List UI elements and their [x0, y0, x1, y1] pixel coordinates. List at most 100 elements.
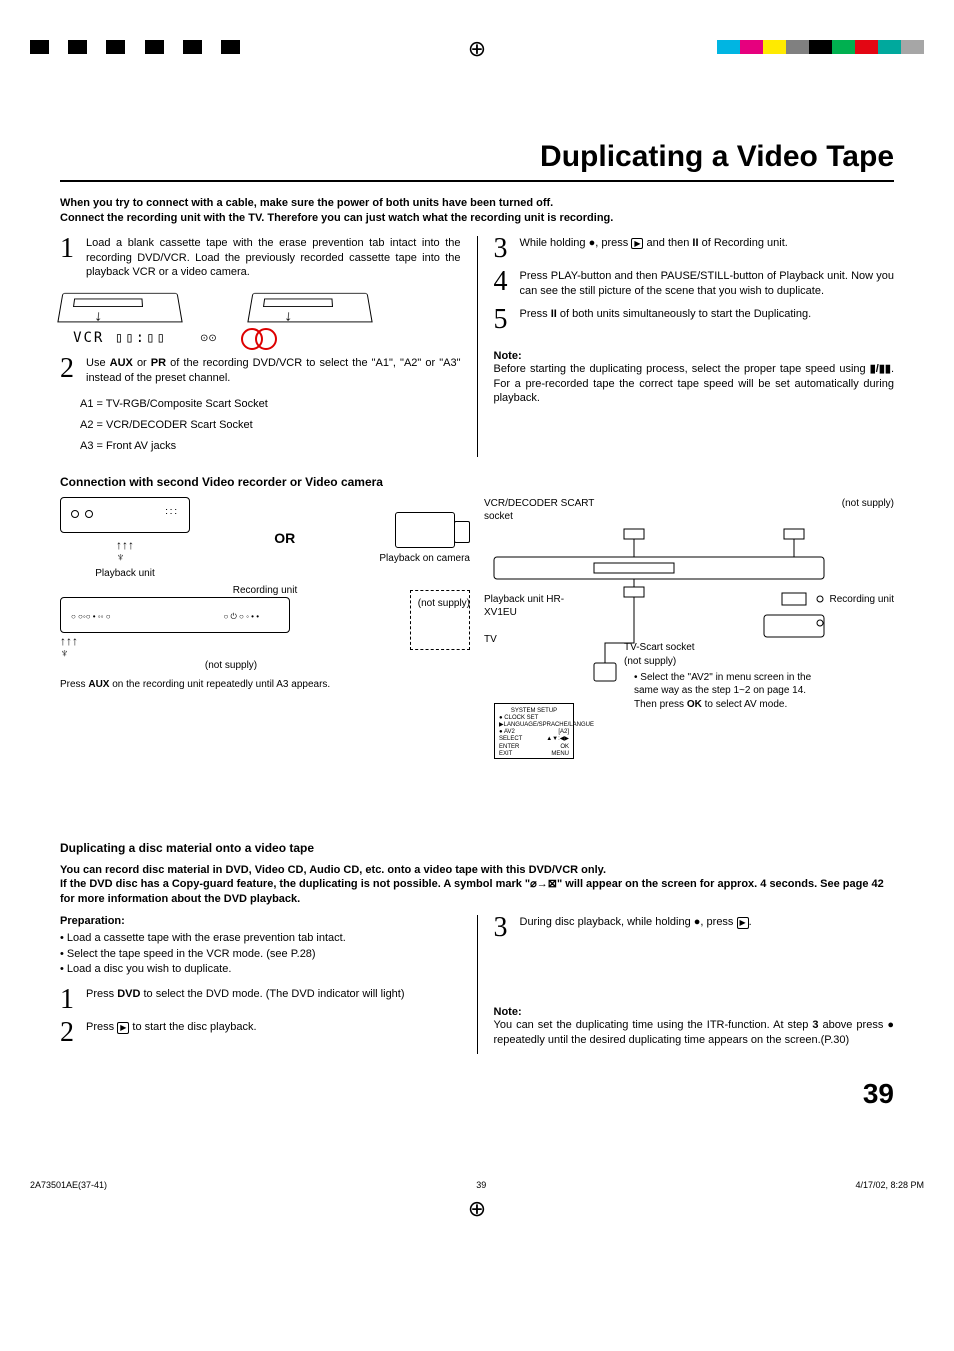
steps-two-column: 1 Load a blank cassette tape with the er…	[60, 236, 894, 457]
note-1-body: Before starting the duplicating process,…	[494, 362, 895, 407]
steps-left-column: 1 Load a blank cassette tape with the er…	[60, 236, 461, 457]
registration-mark-bottom-icon: ⊕	[0, 1196, 954, 1222]
reel-icon: ⊙⊙	[200, 333, 217, 344]
av-inputs-list: A1 = TV-RGB/Composite Scart Socket A2 = …	[80, 394, 461, 457]
recording-vcr-icon: ↓	[57, 293, 182, 322]
prep-item-2: Select the tape speed in the VCR mode. (…	[60, 947, 461, 962]
prep-item-3: Load a disc you wish to duplicate.	[60, 962, 461, 977]
tv-label: TV	[484, 633, 497, 646]
playback-unit-box: ∶∶∶	[60, 497, 190, 533]
disc-step-3-text: During disc playback, while holding ●, p…	[520, 915, 895, 940]
page-number: 39	[60, 1078, 894, 1110]
disc-heading: Duplicating a disc material onto a video…	[60, 841, 894, 855]
page-title: Duplicating a Video Tape	[60, 140, 894, 174]
disc-intro: You can record disc material in DVD, Vid…	[60, 863, 894, 908]
connection-diagram-right: VCR/DECODER SCART socket (not supply)	[484, 497, 894, 783]
intro-text: When you try to connect with a cable, ma…	[60, 196, 894, 226]
vcr-clock-display: VCR ▯▯:▯▯	[60, 330, 180, 346]
column-divider	[477, 236, 478, 457]
footer-left: 2A73501AE(37-41)	[30, 1180, 107, 1190]
steps-right-column: 3 While holding ●, press ▶ and then II o…	[494, 236, 895, 457]
footer-right: 4/17/02, 8:28 PM	[855, 1180, 924, 1190]
disc-step-3: 3 During disc playback, while holding ●,…	[494, 915, 895, 940]
disc-right-column: 3 During disc playback, while holding ●,…	[494, 915, 895, 1054]
connection-heading: Connection with second Video recorder or…	[60, 475, 894, 489]
intro-line-2: Connect the recording unit with the TV. …	[60, 212, 613, 224]
or-label: OR	[274, 529, 295, 547]
tv-menu-box: SYSTEM SETUP ● CLOCK SET ▶LANGUAGE/SPRAC…	[494, 703, 574, 759]
right-wiring-diagram: Playback unit HR-XV1EU Recording unit TV…	[484, 523, 894, 783]
page-footer: 2A73501AE(37-41) 39 4/17/02, 8:28 PM	[30, 1180, 924, 1190]
registration-top: ⊕	[0, 0, 954, 70]
cable-plugs-icon-2: ↑↑↑♆	[60, 635, 402, 659]
note-1-heading: Note:	[494, 350, 895, 362]
not-supply-label-right: (not supply)	[842, 497, 894, 523]
recording-unit-label-right: Recording unit	[830, 593, 894, 606]
disc-step-1-text: Press DVD to select the DVD mode. (The D…	[86, 987, 461, 1012]
input-a3: A3 = Front AV jacks	[80, 436, 461, 457]
disc-step-1: 1 Press DVD to select the DVD mode. (The…	[60, 987, 461, 1012]
vcr-decoder-label: VCR/DECODER SCART socket	[484, 497, 604, 523]
step-3-text: While holding ●, press ▶ and then II of …	[520, 236, 895, 261]
step-5-text: Press II of both units simultaneously to…	[520, 307, 895, 332]
disc-step-number-3: 3	[494, 915, 512, 940]
preparation-list: Load a cassette tape with the erase prev…	[60, 931, 461, 977]
play-icon-2: ▶	[117, 1022, 129, 1034]
intro-line-1: When you try to connect with a cable, ma…	[60, 197, 553, 209]
input-a1: A1 = TV-RGB/Composite Scart Socket	[80, 394, 461, 415]
av2-caption: • Select the "AV2" in menu screen in the…	[634, 671, 824, 712]
aux-caption: Press AUX on the recording unit repeated…	[60, 678, 470, 691]
right-color-bars	[694, 40, 924, 54]
step-number-4: 4	[494, 269, 512, 299]
vcr-diagram: ↓ ↓	[60, 290, 461, 324]
disc-step-2: 2 Press ▶ to start the disc playback.	[60, 1020, 461, 1045]
step-3: 3 While holding ●, press ▶ and then II o…	[494, 236, 895, 261]
connection-diagrams: ∶∶∶ ↑↑↑♆ Playback unit OR Playback on ca…	[60, 497, 894, 783]
note-2-body: You can set the duplicating time using t…	[494, 1018, 895, 1048]
disc-two-column: Preparation: Load a cassette tape with t…	[60, 915, 894, 1054]
connection-diagram-left: ∶∶∶ ↑↑↑♆ Playback unit OR Playback on ca…	[60, 497, 470, 783]
copyguard-symbol-icon: ⌀→⊠	[530, 878, 557, 890]
left-color-bars	[30, 40, 240, 54]
play-icon: ▶	[631, 238, 643, 250]
registration-mark-icon: ⊕	[468, 38, 486, 60]
playback-unit-label: Playback unit	[95, 567, 154, 580]
disc-left-column: Preparation: Load a cassette tape with t…	[60, 915, 461, 1054]
camera-icon	[395, 512, 455, 548]
disc-step-2-text: Press ▶ to start the disc playback.	[86, 1020, 461, 1045]
preparation-heading: Preparation:	[60, 915, 461, 927]
not-supply-label-right-2: (not supply)	[624, 655, 676, 668]
page-content: Duplicating a Video Tape When you try to…	[0, 70, 954, 1150]
step-1: 1 Load a blank cassette tape with the er…	[60, 236, 461, 281]
playback-vcr-icon: ↓	[247, 293, 372, 322]
step-number-3: 3	[494, 236, 512, 261]
recording-unit-box: ○ ○◦○ • ◦◦ ○ ○ ⏻ ○ ◦ • •	[60, 597, 290, 633]
tv-scart-label: TV-Scart socket	[624, 641, 695, 654]
note-2-heading: Note:	[494, 1006, 895, 1018]
record-icon-3: ●	[887, 1019, 894, 1031]
disc-step-number-2: 2	[60, 1020, 78, 1045]
step-number-1: 1	[60, 236, 78, 281]
step-2: 2 Use AUX or PR of the recording DVD/VCR…	[60, 356, 461, 386]
playback-unit-label-right: Playback unit HR-XV1EU	[484, 593, 584, 619]
step-2-text: Use AUX or PR of the recording DVD/VCR t…	[86, 356, 461, 386]
prep-item-1: Load a cassette tape with the erase prev…	[60, 931, 461, 946]
play-icon-3: ▶	[737, 917, 749, 929]
tape-speed-icon: ▮/▮▮	[870, 363, 891, 375]
step-number-2: 2	[60, 356, 78, 386]
step-number-5: 5	[494, 307, 512, 332]
step-1-text: Load a blank cassette tape with the eras…	[86, 236, 461, 281]
step-5: 5 Press II of both units simultaneously …	[494, 307, 895, 332]
red-circles-icon	[241, 328, 277, 348]
disc-step-number-1: 1	[60, 987, 78, 1012]
not-supply-label-left-2: (not supply)	[410, 597, 470, 610]
step-4: 4 Press PLAY-button and then PAUSE/STILL…	[494, 269, 895, 299]
not-supply-label-left: (not supply)	[60, 659, 402, 672]
recording-unit-label-left: Recording unit	[60, 584, 470, 597]
column-divider-2	[477, 915, 478, 1054]
step-4-text: Press PLAY-button and then PAUSE/STILL-b…	[520, 269, 895, 299]
title-rule	[60, 180, 894, 182]
cable-plugs-icon: ↑↑↑♆	[116, 539, 134, 563]
input-a2: A2 = VCR/DECODER Scart Socket	[80, 415, 461, 436]
playback-camera-label: Playback on camera	[379, 552, 470, 565]
